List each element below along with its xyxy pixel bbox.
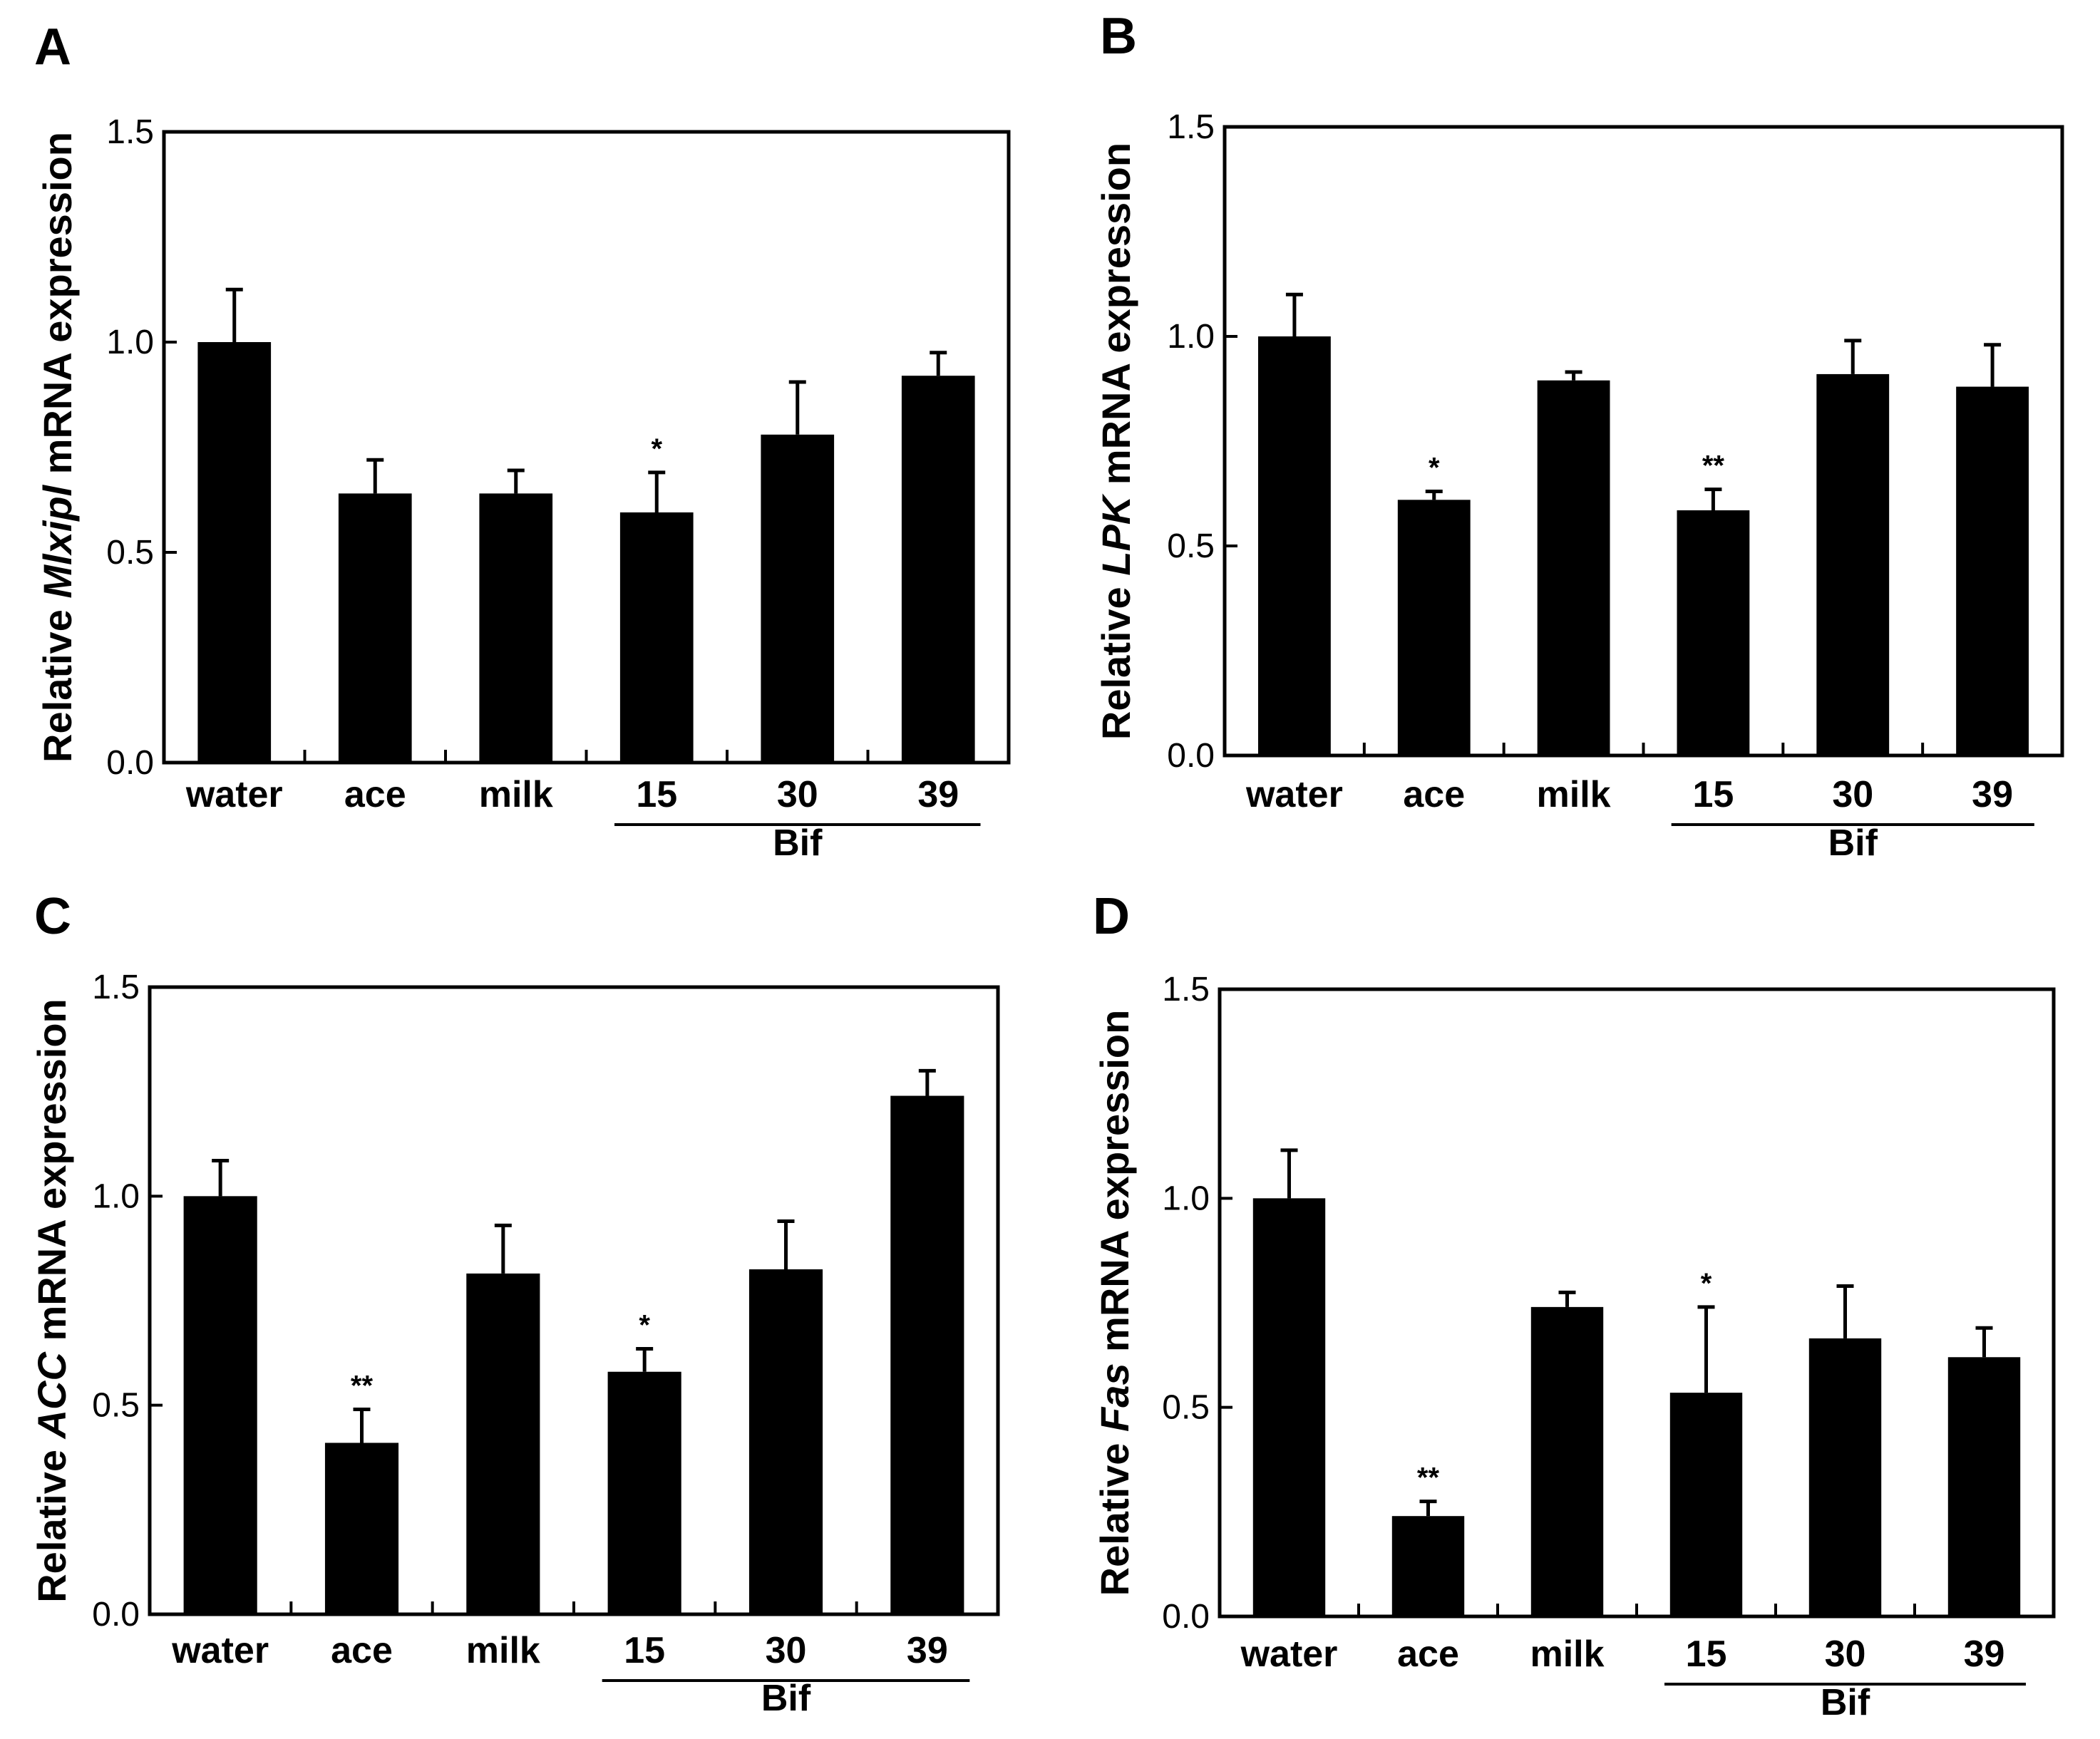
category-label: 30	[766, 1630, 807, 1671]
bar-39	[901, 376, 975, 763]
y-axis-label: Relative Fas mRNA expression	[1092, 1010, 1137, 1596]
y-tick-label: 0.0	[106, 744, 154, 782]
bar-15	[1669, 1393, 1743, 1616]
bar-30	[1816, 373, 1890, 755]
category-label: ace	[331, 1630, 393, 1671]
bar-ace	[338, 493, 412, 763]
bar-ace	[324, 1443, 399, 1614]
category-label: 39	[907, 1630, 948, 1671]
y-tick-label: 1.5	[106, 113, 154, 151]
category-label: ace	[344, 774, 406, 815]
category-label: water	[1240, 1634, 1338, 1675]
category-label: 15	[1692, 774, 1734, 815]
bar-39	[1947, 1357, 2021, 1616]
y-axis-label: Relative LPK mRNA expression	[1093, 143, 1138, 740]
panel-letter: B	[1100, 8, 1137, 65]
bar-water	[1252, 1198, 1326, 1616]
category-label: milk	[1530, 1634, 1604, 1675]
y-tick-label: 0.5	[1162, 1389, 1210, 1427]
category-label: water	[1245, 774, 1343, 815]
y-tick-label: 1.5	[92, 969, 140, 1006]
plot-frame	[148, 985, 1000, 1616]
panel-letter: C	[34, 888, 71, 945]
category-label: 15	[1686, 1634, 1727, 1675]
category-label: ace	[1397, 1634, 1459, 1675]
bar-39	[1956, 386, 2029, 755]
bar-15	[1677, 510, 1750, 755]
bar-30	[761, 434, 835, 763]
y-axis-label: Relative Mlxipl mRNA expression	[35, 132, 80, 763]
panel-d: D 0.0 0.5 1.0 1.5 Relative Fas mRNA expressio…	[1092, 888, 2056, 1723]
y-axis-label: Relative ACC mRNA expression	[29, 998, 74, 1603]
y-tick-label: 0.5	[92, 1387, 140, 1425]
panel-letter: A	[34, 19, 71, 76]
bar-15	[607, 1371, 681, 1614]
category-label: milk	[466, 1630, 540, 1671]
y-tick-label: 0.0	[92, 1596, 140, 1634]
bar-ace	[1391, 1516, 1465, 1616]
panel-b: B 0.0 0.5 1.0 1.5 Relative LPK mRNA expressio…	[1093, 8, 2064, 864]
category-label: water	[171, 1630, 269, 1671]
group-label: Bif	[1821, 1682, 1870, 1723]
y-tick-label: 1.0	[1167, 318, 1215, 356]
bar-30	[1808, 1338, 1882, 1616]
y-tick-label: 0.5	[106, 534, 154, 572]
category-label: milk	[479, 774, 553, 815]
plot-frame	[162, 130, 1011, 765]
category-label: 39	[1972, 774, 2013, 815]
panel-letter: D	[1093, 888, 1130, 945]
significance-mark: **	[1702, 450, 1725, 482]
significance-mark: *	[639, 1309, 650, 1341]
panel-a: A 0.0 0.5 1.0 1.5 Relative Mlxipl mRNA expres…	[34, 19, 1011, 864]
category-label: 30	[1832, 774, 1873, 815]
bar-milk	[1530, 1306, 1604, 1616]
y-tick-label: 1.0	[106, 324, 154, 361]
y-tick-label: 0.5	[1167, 527, 1215, 565]
bar-water	[197, 342, 272, 763]
category-label: 39	[1964, 1634, 2005, 1675]
plot-frame	[1223, 125, 2064, 758]
y-tick-label: 1.5	[1162, 971, 1210, 1008]
significance-mark: *	[651, 433, 662, 465]
category-label: 15	[636, 774, 677, 815]
bar-30	[748, 1269, 823, 1614]
group-label: Bif	[761, 1678, 811, 1719]
y-tick-label: 1.5	[1167, 108, 1215, 146]
bar-water	[183, 1196, 257, 1614]
bar-39	[890, 1095, 964, 1614]
y-tick-label: 1.0	[1162, 1180, 1210, 1217]
significance-mark: *	[1429, 453, 1440, 484]
y-tick-label: 0.0	[1162, 1598, 1210, 1636]
significance-mark: **	[351, 1371, 374, 1402]
y-tick-label: 1.0	[92, 1177, 140, 1215]
panel-c: C 0.0 0.5 1.0 1.5 Relative ACC mRNA expressio…	[29, 888, 1000, 1719]
category-label: 30	[777, 774, 818, 815]
bar-15	[619, 512, 694, 763]
bar-milk	[1537, 380, 1610, 755]
bar-ace	[1397, 500, 1471, 755]
y-tick-label: 0.0	[1167, 737, 1215, 775]
bar-milk	[466, 1273, 540, 1614]
category-label: water	[185, 774, 283, 815]
plot-frame	[1218, 987, 2056, 1619]
category-label: 30	[1825, 1634, 1866, 1675]
category-label: 39	[917, 774, 959, 815]
group-label: Bif	[1828, 822, 1878, 864]
category-label: ace	[1403, 774, 1465, 815]
bar-water	[1258, 336, 1331, 755]
significance-mark: **	[1417, 1462, 1440, 1494]
significance-mark: *	[1701, 1268, 1712, 1299]
group-label: Bif	[773, 822, 823, 864]
category-label: 15	[624, 1630, 665, 1671]
bar-milk	[479, 493, 553, 763]
category-label: milk	[1537, 774, 1611, 815]
